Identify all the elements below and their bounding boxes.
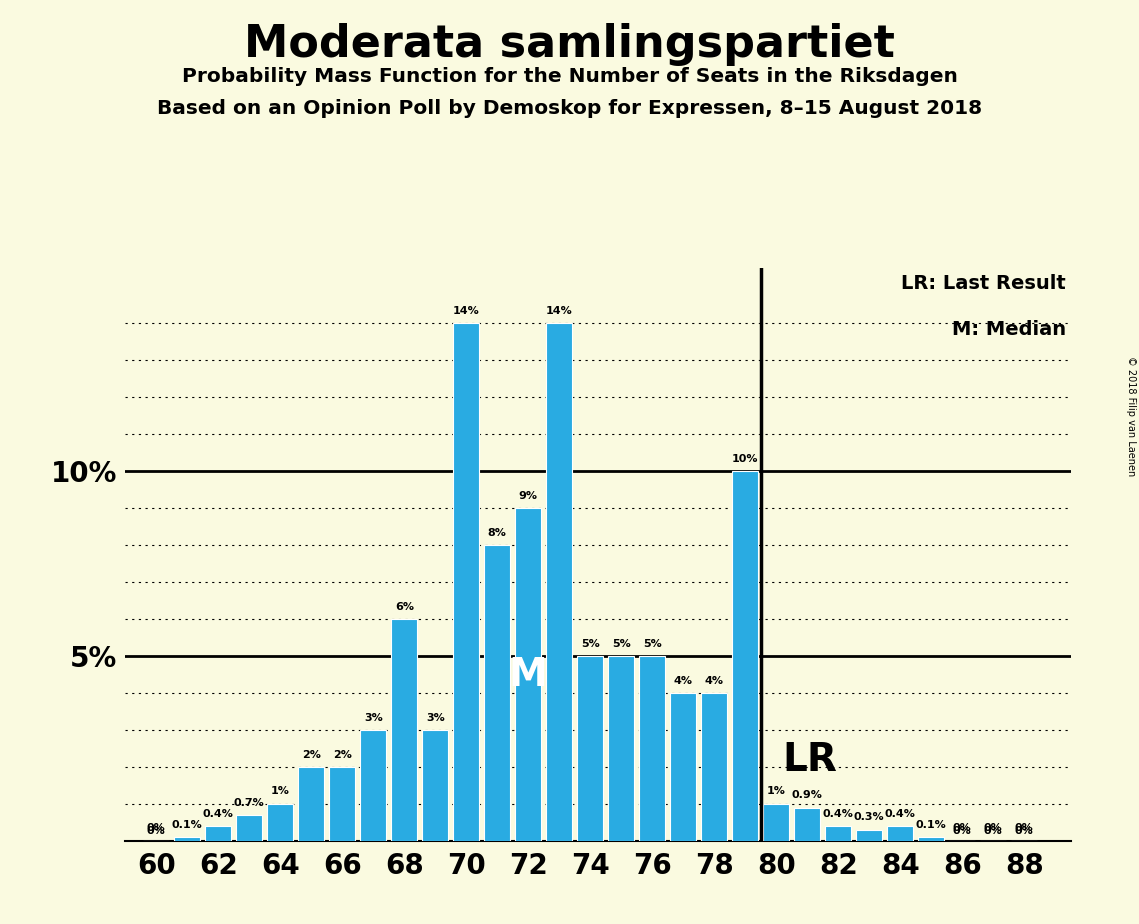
Text: 0.1%: 0.1% <box>172 820 203 830</box>
Text: 4%: 4% <box>705 675 723 686</box>
Bar <box>484 545 510 841</box>
Text: 14%: 14% <box>453 306 480 316</box>
Text: 1%: 1% <box>767 786 786 796</box>
Bar <box>763 804 789 841</box>
Bar <box>236 815 262 841</box>
Text: 0.3%: 0.3% <box>854 812 885 822</box>
Bar <box>298 767 325 841</box>
Text: Moderata samlingspartiet: Moderata samlingspartiet <box>244 23 895 67</box>
Text: 3%: 3% <box>426 712 444 723</box>
Bar <box>174 837 200 841</box>
Text: 6%: 6% <box>395 602 413 612</box>
Text: M: M <box>509 655 548 694</box>
Bar <box>918 837 944 841</box>
Bar <box>546 323 573 841</box>
Bar <box>267 804 294 841</box>
Text: 4%: 4% <box>673 675 693 686</box>
Bar <box>639 656 665 841</box>
Text: 2%: 2% <box>302 749 321 760</box>
Bar <box>423 730 449 841</box>
Bar <box>608 656 634 841</box>
Text: 5%: 5% <box>612 638 631 649</box>
Text: 14%: 14% <box>546 306 573 316</box>
Text: 1%: 1% <box>271 786 289 796</box>
Text: 8%: 8% <box>487 528 507 538</box>
Bar <box>515 508 541 841</box>
Text: M: Median: M: Median <box>952 320 1066 338</box>
Bar <box>732 471 759 841</box>
Text: Based on an Opinion Poll by Demoskop for Expressen, 8–15 August 2018: Based on an Opinion Poll by Demoskop for… <box>157 99 982 118</box>
Text: 0.4%: 0.4% <box>885 808 916 819</box>
Text: © 2018 Filip van Laenen: © 2018 Filip van Laenen <box>1126 356 1136 476</box>
Text: 0%: 0% <box>147 823 165 833</box>
Bar <box>857 830 883 841</box>
Text: 0%: 0% <box>984 823 1002 833</box>
Bar <box>360 730 386 841</box>
Text: 0%: 0% <box>1015 823 1033 833</box>
Text: 5%: 5% <box>642 638 662 649</box>
Text: LR: Last Result: LR: Last Result <box>901 274 1066 293</box>
Text: 0.9%: 0.9% <box>792 790 822 800</box>
Text: 9%: 9% <box>518 491 538 501</box>
Text: Probability Mass Function for the Number of Seats in the Riksdagen: Probability Mass Function for the Number… <box>181 67 958 86</box>
Bar <box>205 826 231 841</box>
Text: 2%: 2% <box>333 749 352 760</box>
Bar <box>825 826 851 841</box>
Text: 0%: 0% <box>953 826 972 836</box>
Text: 0.4%: 0.4% <box>822 808 853 819</box>
Text: 0%: 0% <box>984 826 1002 836</box>
Bar <box>670 693 696 841</box>
Text: 0.4%: 0.4% <box>203 808 233 819</box>
Text: 0%: 0% <box>1015 826 1033 836</box>
Text: 0%: 0% <box>147 826 165 836</box>
Text: 10%: 10% <box>732 454 759 464</box>
Text: 0.1%: 0.1% <box>916 820 947 830</box>
Bar <box>329 767 355 841</box>
Bar <box>700 693 728 841</box>
Text: 0%: 0% <box>953 823 972 833</box>
Bar <box>453 323 480 841</box>
Bar <box>391 619 417 841</box>
Bar <box>794 808 820 841</box>
Text: 5%: 5% <box>581 638 599 649</box>
Bar <box>577 656 604 841</box>
Text: 3%: 3% <box>363 712 383 723</box>
Bar <box>887 826 913 841</box>
Text: LR: LR <box>782 740 837 779</box>
Text: 0.7%: 0.7% <box>233 797 264 808</box>
